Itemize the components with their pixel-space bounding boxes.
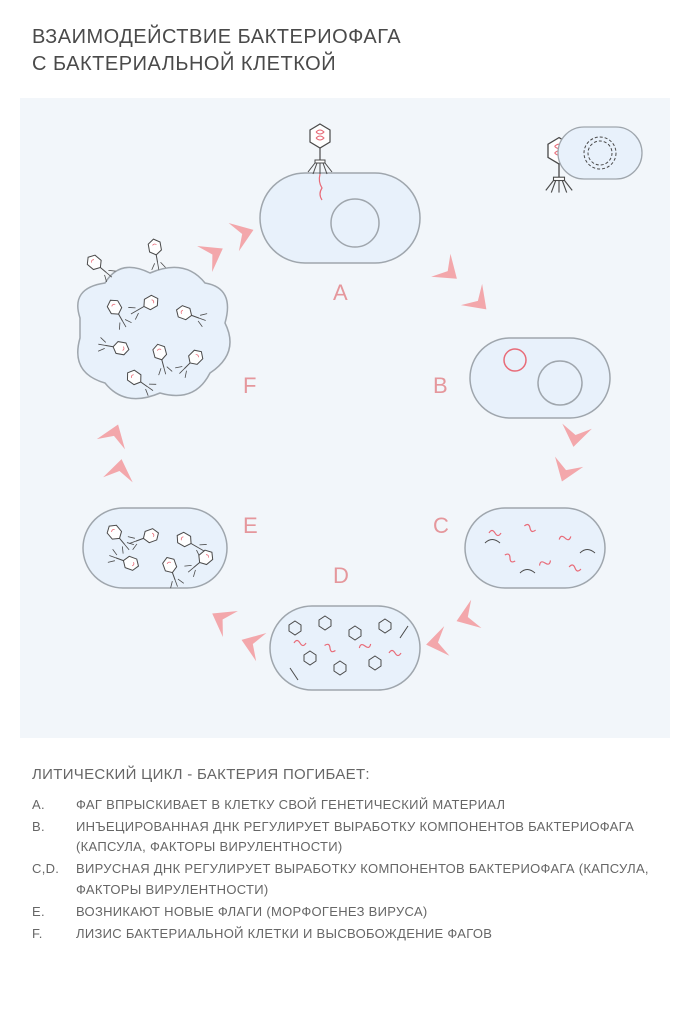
cell-c (465, 508, 605, 588)
main-title: ВЗАИМОДЕЙСТВИЕ БАКТЕРИОФАГА С БАКТЕРИАЛЬ… (0, 0, 690, 86)
title-line-2: С БАКТЕРИАЛЬНОЙ КЛЕТКОЙ (32, 51, 658, 78)
cell-e (83, 508, 227, 589)
label-c: C (433, 513, 449, 539)
legend-row: E.ВОЗНИКАЮТ НОВЫЕ ФЛАГИ (МОРФОГЕНЕЗ ВИРУ… (32, 902, 658, 922)
legend-row: F.ЛИЗИС БАКТЕРИАЛЬНОЙ КЛЕТКИ И ВЫСВОБОЖД… (32, 924, 658, 944)
legend-text: ВИРУСНАЯ ДНК РЕГУЛИРУЕТ ВЫРАБОТКУ КОМПОН… (76, 859, 658, 899)
legend-plasmid-icon (558, 127, 642, 179)
legend-text: ЛИЗИС БАКТЕРИАЛЬНОЙ КЛЕТКИ И ВЫСВОБОЖДЕН… (76, 924, 658, 944)
cell-d (270, 606, 420, 690)
legend-row: C,D.ВИРУСНАЯ ДНК РЕГУЛИРУЕТ ВЫРАБОТКУ КО… (32, 859, 658, 899)
title-line-1: ВЗАИМОДЕЙСТВИЕ БАКТЕРИОФАГА (32, 24, 658, 51)
legend-row: B.ИНЪЕЦИРОВАННАЯ ДНК РЕГУЛИРУЕТ ВЫРАБОТК… (32, 817, 658, 857)
legend-key: F. (32, 924, 76, 944)
legend-text: ИНЪЕЦИРОВАННАЯ ДНК РЕГУЛИРУЕТ ВЫРАБОТКУ … (76, 817, 658, 857)
label-a: A (333, 280, 348, 306)
cycle-diagram: A B C D E F (20, 98, 670, 738)
legend-text: ВОЗНИКАЮТ НОВЫЕ ФЛАГИ (МОРФОГЕНЕЗ ВИРУСА… (76, 902, 658, 922)
legend-row: A.ФАГ ВПРЫСКИВАЕТ В КЛЕТКУ СВОЙ ГЕНЕТИЧЕ… (32, 795, 658, 815)
label-b: B (433, 373, 448, 399)
legend-list: A.ФАГ ВПРЫСКИВАЕТ В КЛЕТКУ СВОЙ ГЕНЕТИЧЕ… (0, 795, 690, 944)
label-d: D (333, 563, 349, 589)
legend-key: C,D. (32, 859, 76, 879)
legend-key: B. (32, 817, 76, 837)
legend-key: E. (32, 902, 76, 922)
subtitle: ЛИТИЧЕСКИЙ ЦИКЛ - БАКТЕРИЯ ПОГИБАЕТ: (0, 738, 690, 795)
label-f: F (243, 373, 256, 399)
cell-b (470, 338, 610, 418)
cell-f (78, 238, 230, 399)
legend-text: ФАГ ВПРЫСКИВАЕТ В КЛЕТКУ СВОЙ ГЕНЕТИЧЕСК… (76, 795, 658, 815)
label-e: E (243, 513, 258, 539)
legend-key: A. (32, 795, 76, 815)
cell-a (260, 124, 420, 263)
diagram-svg (20, 98, 670, 738)
